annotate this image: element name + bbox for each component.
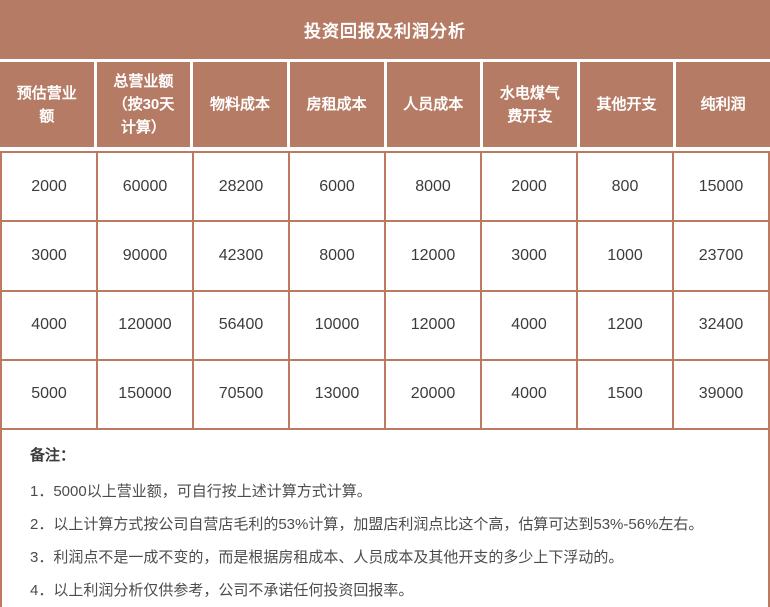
table-cell: 32400 xyxy=(672,289,770,361)
title-divider xyxy=(0,59,770,62)
column-header-utilities-cost: 水电煤气费开支 xyxy=(480,62,577,147)
note-item-1: 1．5000以上营业额，可自行按上述计算方式计算。 xyxy=(30,483,372,500)
table-cell: 56400 xyxy=(192,289,290,361)
table-cell: 10000 xyxy=(288,289,386,361)
table-cell: 1000 xyxy=(576,220,674,292)
note-item-4: 4．以上利润分析仅供参考，公司不承诺任何投资回报率。 xyxy=(30,582,414,599)
table-cell: 12000 xyxy=(384,289,482,361)
notes-section: 备注： 1．5000以上营业额，可自行按上述计算方式计算。 2．以上计算方式按公… xyxy=(0,430,770,607)
table-cell: 23700 xyxy=(672,220,770,292)
table-cell: 1500 xyxy=(576,358,674,431)
column-header-other-expenses: 其他开支 xyxy=(576,62,674,147)
column-header-net-profit: 纯利润 xyxy=(673,62,770,147)
table-cell: 4000 xyxy=(0,289,98,361)
column-header-rent-cost: 房租成本 xyxy=(286,62,384,147)
note-item-3: 3．利润点不是一成不变的，而是根据房租成本、人员成本及其他开支的多少上下浮动的。 xyxy=(30,549,624,566)
table-cell: 2000 xyxy=(0,150,98,223)
table-cell: 20000 xyxy=(384,358,482,431)
note-item-2: 2．以上计算方式按公司自营店毛利的53%计算，加盟店利润点比这个高，估算可达到5… xyxy=(30,516,704,533)
table-row: 3000 90000 42300 8000 12000 3000 1000 23… xyxy=(0,220,770,292)
table-cell: 15000 xyxy=(672,150,770,223)
table-cell: 6000 xyxy=(288,150,386,223)
column-header-material-cost: 物料成本 xyxy=(190,62,287,147)
page-title: 投资回报及利润分析 xyxy=(304,22,466,41)
table-cell: 13000 xyxy=(288,358,386,431)
column-header-estimated-revenue: 预估营业额 xyxy=(0,62,94,147)
column-header-total-revenue: 总营业额（按30天计算） xyxy=(93,62,191,147)
table-cell: 4000 xyxy=(480,289,578,361)
table-cell: 12000 xyxy=(384,220,482,292)
table-cell: 8000 xyxy=(384,150,482,223)
table-cell: 42300 xyxy=(192,220,290,292)
table-cell: 39000 xyxy=(672,358,770,431)
table-cell: 2000 xyxy=(480,150,578,223)
table-cell: 4000 xyxy=(480,358,578,431)
table-cell: 3000 xyxy=(0,220,98,292)
page-title-bar: 投资回报及利润分析 xyxy=(0,0,770,59)
table-cell: 60000 xyxy=(96,150,194,223)
table-row: 4000 120000 56400 10000 12000 4000 1200 … xyxy=(0,289,770,361)
table-cell: 150000 xyxy=(96,358,194,431)
table-cell: 90000 xyxy=(96,220,194,292)
table-cell: 5000 xyxy=(0,358,98,431)
header-grid-divider xyxy=(0,147,770,151)
table-row: 2000 60000 28200 6000 8000 2000 800 1500… xyxy=(0,150,770,223)
data-table: 2000 60000 28200 6000 8000 2000 800 1500… xyxy=(0,150,770,431)
notes-label: 备注： xyxy=(30,447,76,464)
column-header-staff-cost: 人员成本 xyxy=(383,62,481,147)
table-header-row: 预估营业额 总营业额（按30天计算） 物料成本 房租成本 人员成本 水电煤气费开… xyxy=(0,62,770,147)
table-cell: 120000 xyxy=(96,289,194,361)
table-cell: 1200 xyxy=(576,289,674,361)
table-cell: 70500 xyxy=(192,358,290,431)
table-cell: 3000 xyxy=(480,220,578,292)
table-row: 5000 150000 70500 13000 20000 4000 1500 … xyxy=(0,358,770,431)
table-cell: 800 xyxy=(576,150,674,223)
table-cell: 8000 xyxy=(288,220,386,292)
table-cell: 28200 xyxy=(192,150,290,223)
